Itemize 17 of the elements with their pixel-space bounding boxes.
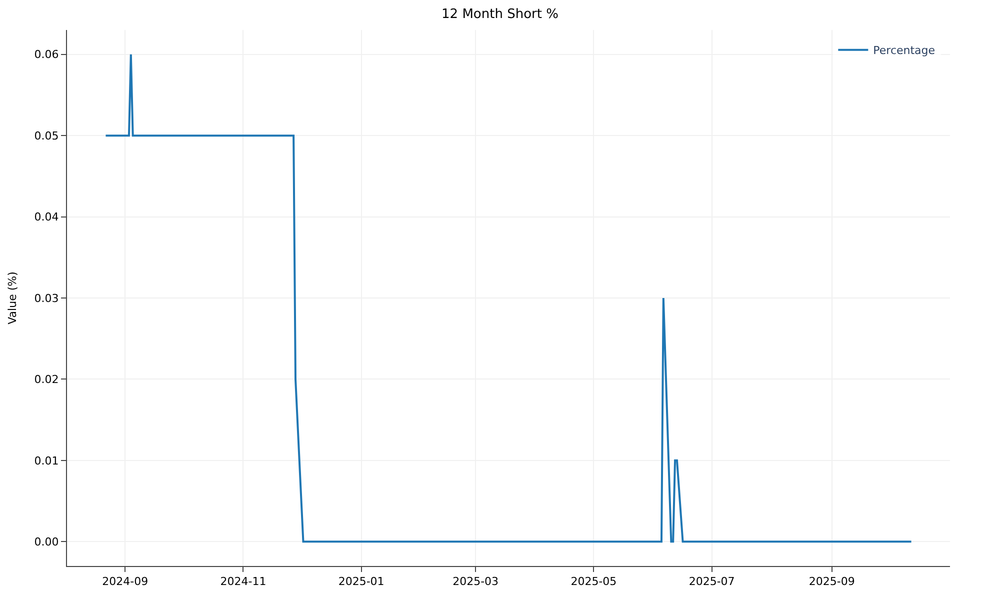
chart-title: 12 Month Short % <box>442 7 558 22</box>
x-tick-label: 2025-01 <box>338 575 384 588</box>
x-tick-label: 2025-05 <box>570 575 617 588</box>
x-tick-label: 2024-09 <box>102 575 148 588</box>
x-tick-label: 2024-11 <box>220 575 266 588</box>
x-tick-label: 2025-09 <box>808 575 855 588</box>
y-tick-label: 0.01 <box>34 454 59 468</box>
x-tick-label: 2025-03 <box>452 575 499 588</box>
x-tick-label: 2025-07 <box>688 575 735 588</box>
y-tick-label: 0.06 <box>34 48 59 62</box>
y-axis-title: Value (%) <box>6 272 19 324</box>
y-tick-label: 0.05 <box>34 129 59 142</box>
y-tick-label: 0.00 <box>34 535 59 548</box>
y-tick-label: 0.02 <box>34 373 59 386</box>
y-tick-label: 0.03 <box>34 292 59 305</box>
y-tick-label: 0.04 <box>34 210 59 224</box>
legend-label: Percentage <box>873 44 936 58</box>
